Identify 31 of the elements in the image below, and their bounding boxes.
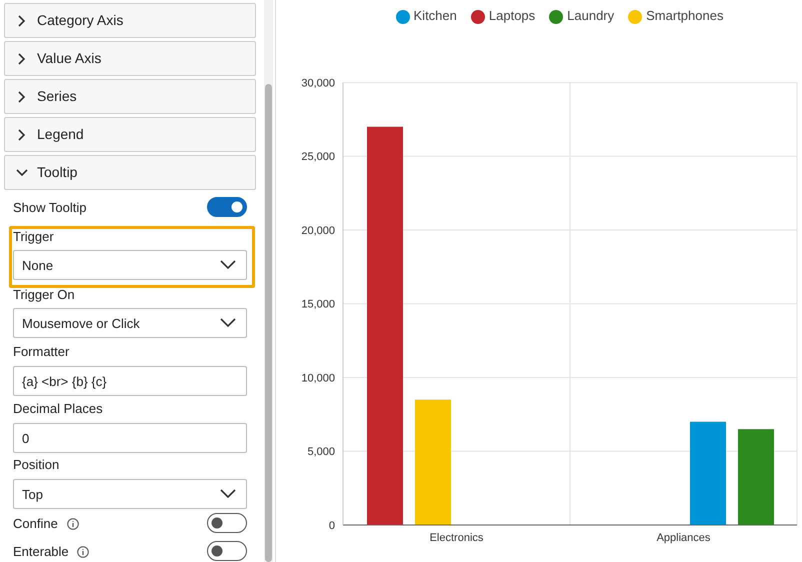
text: Trigger On <box>13 287 75 302</box>
text: {a} <br> {b} {c} <box>22 374 107 389</box>
y-tick-label: 10,000 <box>301 372 335 384</box>
legend-label: Smartphones <box>646 8 724 23</box>
text: Series <box>37 88 77 104</box>
y-tick-label: 30,000 <box>301 77 335 90</box>
legend-label: Laptops <box>488 8 536 23</box>
y-tick-label: 0 <box>328 520 335 532</box>
text: None <box>22 258 54 273</box>
text: Show Tooltip <box>13 200 86 215</box>
text: Mousemove or Click <box>22 316 140 331</box>
text: Top <box>22 487 43 502</box>
text: Legend <box>37 126 84 142</box>
y-tick-label: 15,000 <box>301 298 335 311</box>
text: Confine <box>13 516 58 531</box>
text: Decimal Places <box>13 401 103 416</box>
text: Value Axis <box>37 50 102 66</box>
legend-label: Laundry <box>567 8 614 23</box>
text: Formatter <box>13 344 70 359</box>
y-tick-label: 5,000 <box>307 446 335 458</box>
text: Category Axis <box>37 12 124 28</box>
legend-label: Kitchen <box>414 8 457 23</box>
x-tick-label: Electronics <box>430 532 484 544</box>
text: Enterable <box>13 544 69 559</box>
text: Trigger <box>13 229 54 244</box>
y-tick-label: 20,000 <box>301 224 335 237</box>
y-tick-label: 25,000 <box>301 151 335 164</box>
x-tick-label: Appliances <box>656 532 711 544</box>
text: Position <box>13 457 60 472</box>
text: 0 <box>22 431 30 446</box>
text: Tooltip <box>37 164 78 180</box>
